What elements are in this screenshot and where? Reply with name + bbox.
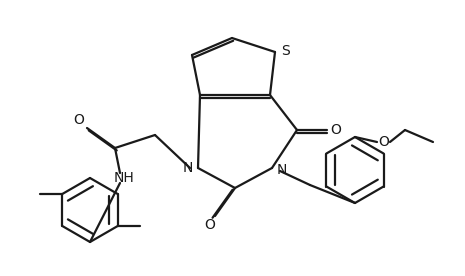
Text: O: O [379,135,390,149]
Text: O: O [205,218,215,232]
Text: NH: NH [113,171,134,185]
Text: S: S [280,44,289,58]
Text: N: N [277,163,287,177]
Text: N: N [183,161,193,175]
Text: O: O [331,123,341,137]
Text: O: O [73,113,85,127]
